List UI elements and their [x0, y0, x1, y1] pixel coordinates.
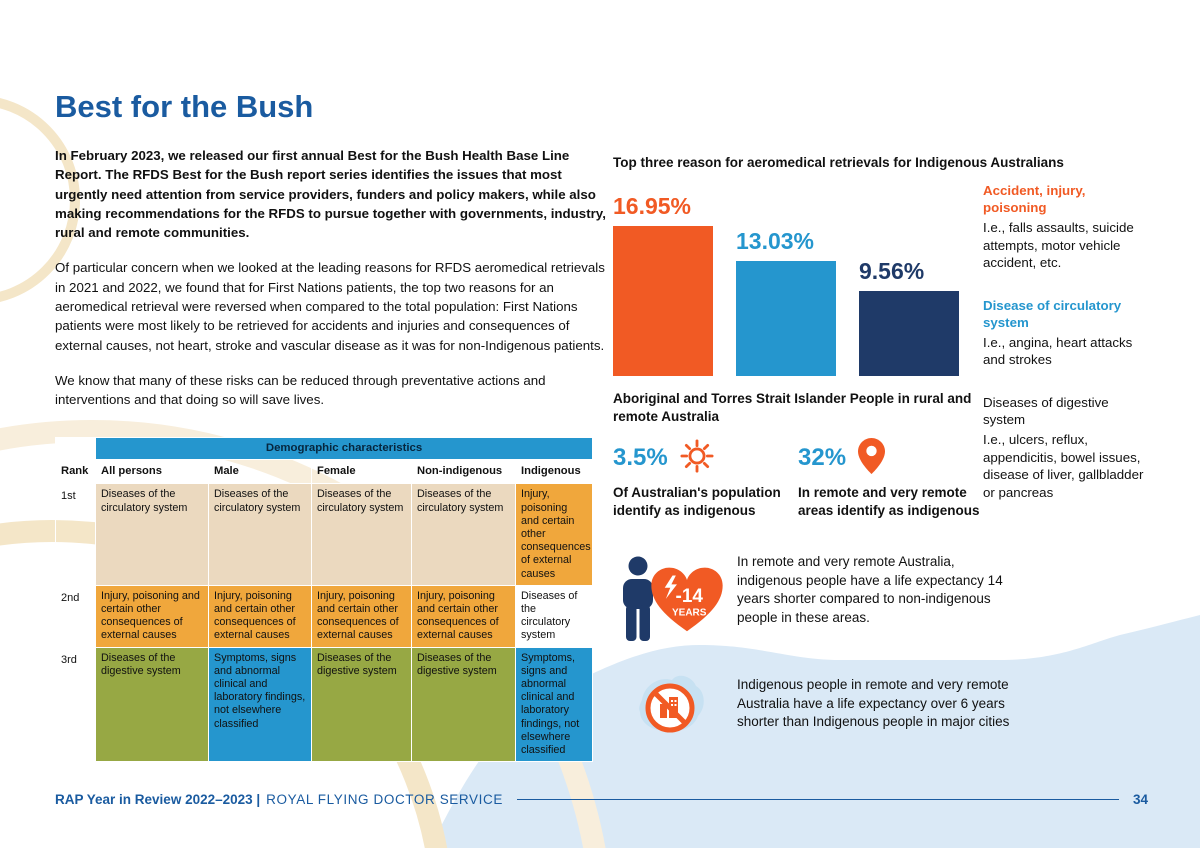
body-paragraph: Of particular concern when we looked at …: [55, 260, 605, 353]
legend-item: Disease of circulatory system I.e., angi…: [983, 297, 1149, 369]
column-header: Non-indigenous: [411, 459, 516, 485]
legend-heading: Diseases of digestive system: [983, 394, 1109, 427]
column-header: Indigenous: [514, 459, 594, 485]
page-title: Best for the Bush: [55, 88, 314, 124]
bar-circulatory: [736, 261, 836, 376]
rank-cell: 2nd: [55, 584, 96, 648]
person-heart-icon: -14 YEARS: [616, 550, 736, 650]
table-cell: Diseases of the digestive system: [411, 646, 516, 763]
table-row: 1st Diseases of the circulatory system D…: [55, 483, 594, 586]
table-row: 2nd Injury, poisoning and certain other …: [55, 584, 594, 648]
footer-rule: [516, 799, 1119, 800]
stat-value: 3.5%: [613, 444, 668, 471]
stats-section-heading: Aboriginal and Torres Strait Islander Pe…: [613, 391, 972, 424]
bar-accident-injury: [613, 226, 713, 376]
column-header: Male: [208, 459, 312, 485]
location-pin-icon: [858, 437, 886, 479]
years-badge-value: -14: [676, 586, 704, 607]
rank-cell: 3rd: [55, 646, 96, 763]
table-cell: Injury, poisoning and certain other cons…: [411, 584, 516, 648]
bar-group: 9.56%: [859, 258, 959, 376]
column-header: Rank: [55, 459, 96, 485]
table-cell: Diseases of the circulatory system: [208, 483, 312, 586]
page-footer: RAP Year in Review 2022–2023 | ROYAL FLY…: [55, 792, 1148, 807]
stat-description: In remote and very remote areas identify…: [798, 485, 980, 518]
intro-paragraph: In February 2023, we released our first …: [55, 148, 606, 241]
legend-description: I.e., falls assaults, suicide attempts, …: [983, 220, 1134, 271]
column-header: Female: [311, 459, 412, 485]
stat-description: Of Australian's population identify as i…: [613, 485, 781, 518]
table-cell: Injury, poisoning and certain other cons…: [311, 584, 412, 648]
stat-remote: 32% In remote and very remote areas iden…: [798, 437, 980, 520]
legend-description: I.e., ulcers, reflux, appendicitis, bowe…: [983, 431, 1144, 500]
legend-item: Accident, injury, poisoning I.e., falls …: [983, 182, 1149, 272]
table-title: Demographic characteristics: [94, 436, 594, 461]
rank-cell: 1st: [55, 483, 96, 586]
table-cell: Injury, poisoning and certain other cons…: [208, 584, 312, 648]
legend-heading: Accident, injury, poisoning: [983, 183, 1086, 215]
bar-value-label: 13.03%: [736, 228, 815, 254]
no-city-australia-icon: [628, 666, 712, 750]
table-cell: Diseases of the circulatory system: [311, 483, 412, 586]
stat-value: 32%: [798, 444, 847, 471]
demographics-table: Demographic characteristics Rank All per…: [55, 436, 594, 763]
bar-group: 13.03%: [736, 228, 836, 376]
table-cell: Injury, poisoning and certain other cons…: [514, 483, 594, 586]
wave-background: [430, 615, 1200, 848]
legend-description: I.e., angina, heart attacks and strokes: [983, 334, 1133, 368]
bar-group: 16.95%: [613, 193, 713, 376]
chart-legend: Accident, injury, poisoning I.e., falls …: [983, 182, 1149, 526]
table-cell: Symptoms, signs and abnormal clinical an…: [514, 646, 594, 763]
table-corner-cell: [55, 436, 96, 461]
footer-review-title: RAP Year in Review 2022–2023 |: [55, 792, 261, 807]
fact-life-expectancy-cities: Indigenous people in remote and very rem…: [737, 677, 1010, 730]
legend-item: Diseases of digestive system I.e., ulcer…: [983, 394, 1149, 501]
bar-value-label: 9.56%: [859, 258, 925, 284]
column-header: All persons: [95, 459, 209, 485]
table-cell: Diseases of the digestive system: [311, 646, 412, 763]
table-cell: Diseases of the circulatory system: [411, 483, 516, 586]
bar-value-label: 16.95%: [613, 193, 692, 219]
stat-population: 3.5% Of Australian's population identify…: [613, 438, 785, 520]
table-cell: Injury, poisoning and certain other cons…: [95, 584, 209, 648]
table-cell: Diseases of the circulatory system: [514, 584, 594, 648]
bar-digestive: [859, 291, 959, 376]
body-paragraph: We know that many of these risks can be …: [55, 372, 546, 408]
table-cell: Diseases of the digestive system: [95, 646, 209, 763]
page-number: 34: [1132, 792, 1148, 807]
table-row: 3rd Diseases of the digestive system Sym…: [55, 646, 594, 763]
body-text-column: In February 2023, we released our first …: [55, 146, 607, 426]
fact-life-expectancy-remote: In remote and very remote Australia, ind…: [737, 554, 1003, 625]
table-header-row: Rank All persons Male Female Non-indigen…: [55, 459, 594, 485]
table-cell: Symptoms, signs and abnormal clinical an…: [208, 646, 312, 763]
years-badge-label: YEARS: [672, 608, 707, 619]
footer-organisation: ROYAL FLYING DOCTOR SERVICE: [266, 792, 503, 807]
retrievals-bar-chart: 16.95% 13.03% 9.56%: [613, 186, 959, 376]
legend-heading: Disease of circulatory system: [983, 297, 1122, 330]
table-cell: Diseases of the circulatory system: [95, 483, 209, 586]
sun-icon: [680, 438, 714, 478]
chart-title: Top three reason for aeromedical retriev…: [613, 155, 1064, 170]
